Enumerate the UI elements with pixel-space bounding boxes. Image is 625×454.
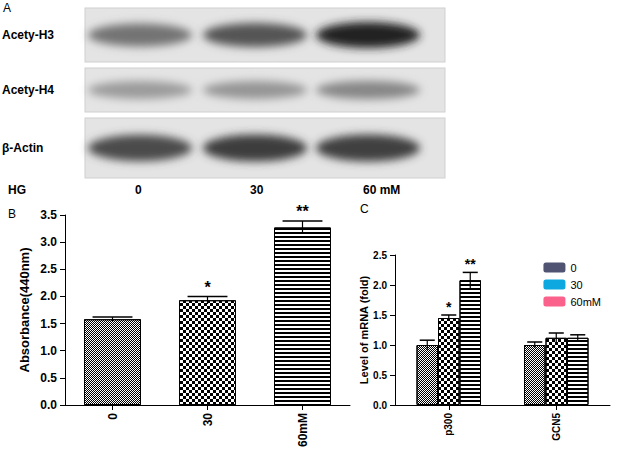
svg-text:60mM: 60mM (570, 296, 601, 308)
svg-text:60 mM: 60 mM (363, 183, 400, 197)
svg-text:*: * (204, 279, 211, 296)
svg-text:GCN5: GCN5 (551, 413, 562, 441)
svg-text:0: 0 (106, 413, 120, 420)
svg-text:0: 0 (135, 183, 142, 197)
svg-text:2.5: 2.5 (40, 262, 57, 276)
svg-text:**: ** (296, 203, 309, 220)
svg-text:1.0: 1.0 (40, 344, 57, 358)
svg-text:Acety-H4: Acety-H4 (2, 83, 54, 97)
svg-text:2.0: 2.0 (373, 280, 387, 291)
svg-text:**: ** (465, 256, 476, 272)
svg-text:Absorbance(440nm): Absorbance(440nm) (17, 248, 32, 373)
svg-text:30: 30 (201, 413, 215, 427)
svg-text:Level of mRNA (fold): Level of mRNA (fold) (358, 275, 370, 384)
svg-text:C: C (360, 202, 369, 216)
svg-text:3.5: 3.5 (40, 208, 57, 222)
svg-text:β-Actin: β-Actin (2, 141, 43, 155)
svg-text:1.5: 1.5 (373, 310, 387, 321)
svg-text:0.5: 0.5 (373, 370, 387, 381)
svg-text:B: B (8, 207, 16, 221)
svg-text:*: * (446, 299, 452, 315)
svg-text:30: 30 (570, 279, 582, 291)
svg-text:0.0: 0.0 (373, 400, 387, 411)
svg-text:0.5: 0.5 (40, 371, 57, 385)
svg-text:p300: p300 (443, 413, 454, 436)
svg-text:0: 0 (570, 262, 576, 274)
svg-text:60mM: 60mM (296, 413, 310, 447)
svg-text:1.0: 1.0 (373, 340, 387, 351)
svg-text:0.0: 0.0 (40, 398, 57, 412)
svg-text:3.0: 3.0 (40, 235, 57, 249)
svg-text:A: A (3, 1, 11, 15)
svg-text:HG: HG (8, 183, 26, 197)
svg-text:30: 30 (250, 183, 264, 197)
svg-text:1.5: 1.5 (40, 317, 57, 331)
svg-text:Acety-H3: Acety-H3 (2, 28, 54, 42)
svg-text:2.0: 2.0 (40, 289, 57, 303)
svg-text:2.5: 2.5 (373, 250, 387, 261)
